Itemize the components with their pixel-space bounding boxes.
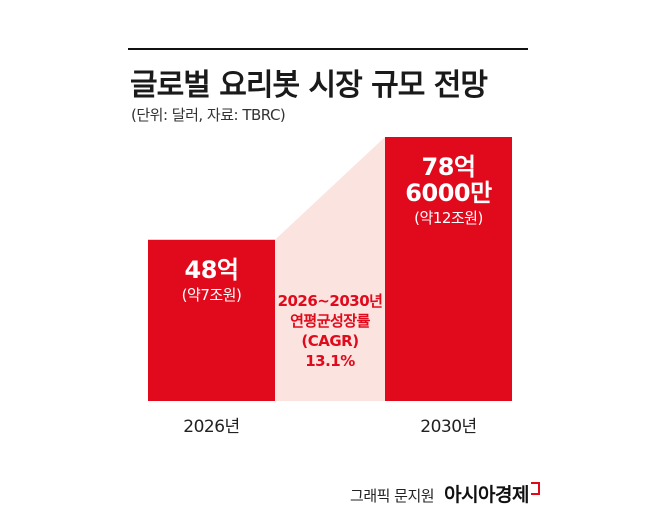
bar-value-label-2-1: 78억 xyxy=(422,153,476,181)
cagr-annotation-line-4: 13.1% xyxy=(305,352,355,370)
cagr-annotation-line-1: 2026~2030년 xyxy=(278,292,383,310)
brand-mark-icon xyxy=(531,482,540,495)
top-rule xyxy=(128,48,528,50)
chart-title: 글로벌 요리봇 시장 규모 전망 xyxy=(130,68,488,103)
chart-subtitle: (단위: 달러, 자료: TBRC) xyxy=(131,106,286,124)
bar-sub-label-1: (약7조원) xyxy=(182,286,242,304)
graphic-credit: 그래픽 문지원 xyxy=(350,487,435,505)
x-tick-label-1: 2026년 xyxy=(183,417,239,437)
bar-sub-label-2: (약12조원) xyxy=(414,209,483,227)
footer: 그래픽 문지원 아시아경제 xyxy=(350,480,540,507)
cagr-annotation-line-3: (CAGR) xyxy=(301,332,358,350)
growth-band xyxy=(275,137,385,401)
brand-name: 아시아경제 xyxy=(444,484,529,506)
brand-logo: 아시아경제 xyxy=(444,480,540,507)
bar-value-label-1-1: 48억 xyxy=(185,256,239,284)
bar-2 xyxy=(385,137,512,401)
bar-value-label-2-2: 6000만 xyxy=(405,179,492,207)
x-tick-label-2: 2030년 xyxy=(420,417,476,437)
cagr-annotation-line-2: 연평균성장률 xyxy=(290,312,371,330)
bar-1 xyxy=(148,239,275,401)
